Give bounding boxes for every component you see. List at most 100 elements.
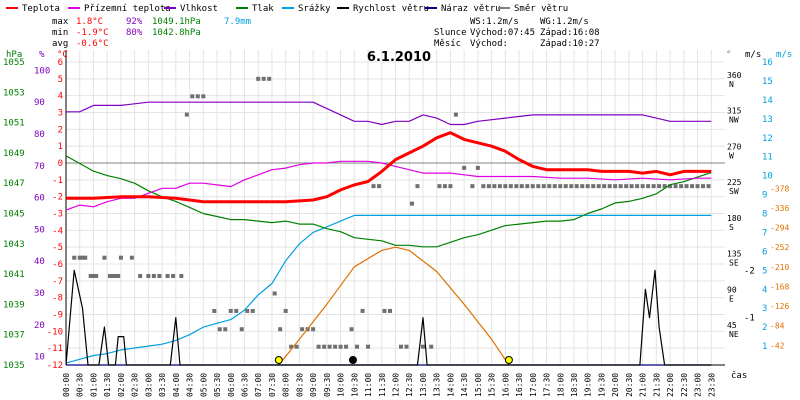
direction-point bbox=[558, 184, 563, 189]
direction-point bbox=[300, 327, 305, 332]
pressure-tick-label: 1045 bbox=[3, 210, 25, 220]
direction-point bbox=[283, 308, 288, 313]
x-tick-label: 06:30 bbox=[240, 373, 249, 397]
moon-marker bbox=[348, 356, 357, 364]
direction-point bbox=[377, 184, 382, 189]
astro-info: WS:1.2m/s WG:1.2m/s Slunce Východ:07:45 … bbox=[434, 17, 600, 49]
direction-point bbox=[497, 184, 502, 189]
temp-tick-label: -3 bbox=[52, 210, 63, 220]
unit-ms-blue: m/s bbox=[776, 50, 792, 60]
temp-tick-label: 6 bbox=[58, 58, 63, 68]
direction-point bbox=[574, 184, 579, 189]
direction-point bbox=[250, 308, 255, 313]
x-tick-label: 22:00 bbox=[666, 373, 675, 397]
series-line-sr-ky bbox=[65, 214, 712, 364]
direction-point bbox=[88, 273, 93, 278]
direction-point bbox=[481, 184, 486, 189]
x-tick-label: 10:00 bbox=[337, 373, 346, 397]
series-line-p-zemn-teplota bbox=[65, 160, 712, 211]
x-tick-label: 22:30 bbox=[680, 373, 689, 397]
pressure-tick-label: 1037 bbox=[3, 331, 25, 341]
x-tick-label: 02:00 bbox=[117, 373, 126, 397]
direction-point bbox=[171, 273, 176, 278]
wind-tick-label: -1 bbox=[744, 314, 755, 324]
x-tick-label: 00:00 bbox=[62, 373, 71, 397]
stat-max-label: max bbox=[52, 17, 69, 27]
direction-point bbox=[77, 255, 82, 260]
direction-point bbox=[398, 344, 403, 349]
temp-tick-label: -4 bbox=[52, 226, 63, 236]
solar-tick-label: -336 bbox=[770, 204, 789, 213]
pressure-tick-label: 1035 bbox=[3, 361, 25, 371]
solar-tick-label: -294 bbox=[770, 224, 789, 233]
pressure-tick-label: 1041 bbox=[3, 270, 25, 280]
stats-block: max 1.8°C 92% 1049.1hPa 7.9mm min -1.9°C… bbox=[52, 17, 251, 49]
x-tick-label: 07:00 bbox=[254, 373, 263, 397]
direction-point bbox=[651, 184, 656, 189]
direction-point bbox=[217, 327, 222, 332]
stat-avg-label: avg bbox=[52, 39, 68, 49]
direction-point bbox=[294, 344, 299, 349]
legend-label: Rychlost větru bbox=[353, 4, 429, 14]
direction-point bbox=[448, 184, 453, 189]
pressure-tick-label: 1047 bbox=[3, 179, 25, 189]
x-tick-label: 05:30 bbox=[213, 373, 222, 397]
temp-tick-label: -12 bbox=[47, 361, 63, 371]
temp-tick-label: 4 bbox=[58, 92, 63, 102]
x-tick-label: 21:00 bbox=[639, 373, 648, 397]
direction-tick-value: 315 bbox=[727, 107, 742, 116]
direction-point bbox=[223, 327, 228, 332]
direction-point bbox=[195, 94, 200, 99]
temp-tick-label: -1 bbox=[52, 176, 63, 186]
direction-point bbox=[355, 344, 360, 349]
direction-point bbox=[508, 184, 513, 189]
direction-point bbox=[116, 273, 121, 278]
direction-point bbox=[536, 184, 541, 189]
direction-point bbox=[503, 184, 508, 189]
direction-point bbox=[462, 165, 467, 170]
stat-max-rain: 7.9mm bbox=[224, 17, 251, 27]
x-tick-label: 17:00 bbox=[529, 373, 538, 397]
humidity-tick-label: 40 bbox=[34, 257, 45, 267]
unit-ms-black: m/s bbox=[745, 50, 761, 60]
moon-label: Měsíc bbox=[434, 39, 461, 49]
rain-tick-label: 6 bbox=[762, 247, 767, 257]
rain-tick-label: 11 bbox=[762, 153, 773, 163]
temp-tick-label: -9 bbox=[52, 311, 63, 321]
x-tick-label: 13:00 bbox=[419, 373, 428, 397]
series-line-rychlost-v-tru bbox=[65, 269, 712, 366]
x-tick-label: 18:00 bbox=[556, 373, 565, 397]
direction-tick-value: 360 bbox=[727, 71, 742, 80]
chart-title: 6.1.2010 bbox=[367, 50, 431, 65]
series-line-slune-n-z-en- bbox=[278, 246, 510, 366]
direction-point bbox=[437, 184, 442, 189]
wind-tick-label: -2 bbox=[744, 266, 755, 276]
direction-point bbox=[388, 308, 393, 313]
direction-point bbox=[613, 184, 618, 189]
direction-point bbox=[327, 344, 332, 349]
direction-tick-label: NE bbox=[729, 330, 739, 339]
rain-tick-label: 16 bbox=[762, 58, 773, 68]
direction-point bbox=[404, 344, 409, 349]
direction-point bbox=[679, 184, 684, 189]
direction-point bbox=[371, 184, 376, 189]
direction-point bbox=[525, 184, 530, 189]
direction-point bbox=[278, 327, 283, 332]
x-tick-label: 14:30 bbox=[460, 373, 469, 397]
direction-point bbox=[113, 273, 118, 278]
x-tick-label: 08:30 bbox=[295, 373, 304, 397]
direction-point bbox=[311, 327, 316, 332]
x-tick-label: 20:00 bbox=[611, 373, 620, 397]
series-line-tlak bbox=[65, 155, 712, 248]
direction-point bbox=[563, 184, 568, 189]
unit-deg: ° bbox=[726, 50, 731, 60]
temp-tick-label: -5 bbox=[52, 243, 63, 253]
humidity-tick-label: 30 bbox=[34, 289, 45, 299]
sun-marker bbox=[504, 356, 513, 364]
humidity-tick-label: 60 bbox=[34, 194, 45, 204]
axes: 00:00 00:30 01:00 01:30 02:00 02:30 03:00 03:30… bbox=[3, 50, 789, 397]
direction-point bbox=[366, 344, 371, 349]
direction-point bbox=[706, 184, 711, 189]
moonrise-value: Východ: bbox=[470, 39, 508, 49]
legend: Teplota Přízemní teplota Vlhkost Tlak Srážky… bbox=[6, 4, 568, 14]
